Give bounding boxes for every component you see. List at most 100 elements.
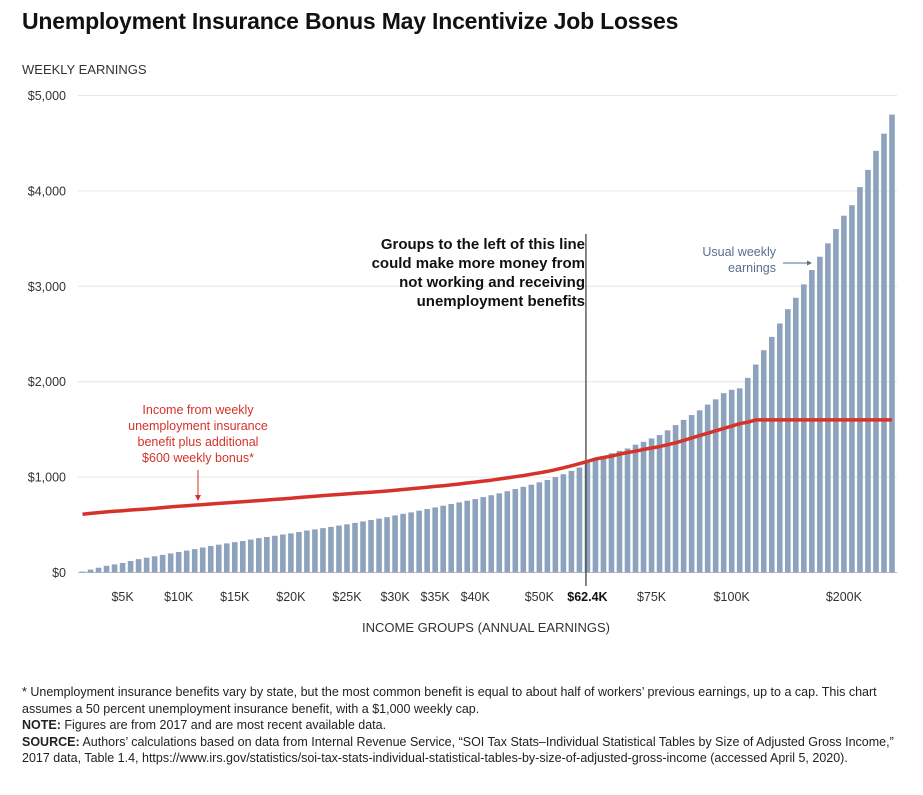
bar bbox=[744, 377, 751, 573]
threshold-annotation-line-3: not working and receiving bbox=[399, 274, 585, 291]
y-tick-label: $3,000 bbox=[28, 280, 66, 294]
bar bbox=[576, 467, 583, 573]
bar bbox=[528, 484, 535, 573]
bar bbox=[111, 564, 118, 573]
red-line-annotation-line-3: benefit plus additional bbox=[138, 435, 259, 449]
bar bbox=[215, 544, 222, 573]
bar bbox=[841, 215, 847, 573]
bar bbox=[857, 187, 863, 573]
bar bbox=[817, 256, 823, 573]
bars-annotation: Usual weekly earnings bbox=[702, 245, 812, 275]
bar bbox=[424, 509, 430, 573]
bar bbox=[544, 479, 551, 573]
bar bbox=[103, 565, 110, 573]
x-tick-label: $40K bbox=[461, 590, 491, 604]
bar bbox=[568, 470, 575, 573]
bar bbox=[384, 517, 390, 573]
bar bbox=[592, 458, 599, 573]
gridlines bbox=[78, 95, 897, 573]
bar bbox=[368, 520, 374, 573]
bar bbox=[504, 491, 511, 573]
bar bbox=[768, 336, 775, 573]
red-line-annotation: Income from weekly unemployment insuranc… bbox=[128, 403, 268, 501]
bar bbox=[728, 389, 735, 573]
bar bbox=[608, 453, 615, 573]
y-tick-label: $5,000 bbox=[28, 89, 66, 103]
x-tick-label: $10K bbox=[164, 590, 194, 604]
x-tick-label: $20K bbox=[276, 590, 306, 604]
bar bbox=[704, 404, 711, 573]
source-text: Authors’ calculations based on data from… bbox=[22, 734, 894, 766]
note-text: Figures are from 2017 and are most recen… bbox=[60, 718, 387, 732]
bar bbox=[199, 547, 206, 573]
bar bbox=[231, 542, 238, 573]
bar bbox=[536, 482, 543, 573]
x-axis-ticks: $5K $10K $15K $20K $25K $30K $35K $40K $50K $62.4… bbox=[111, 590, 862, 604]
x-tick-label: $35K bbox=[421, 590, 451, 604]
bar bbox=[600, 456, 607, 573]
bar bbox=[785, 309, 791, 573]
bar bbox=[512, 489, 519, 573]
bar bbox=[873, 150, 879, 573]
bar bbox=[336, 525, 342, 573]
note-label: NOTE: bbox=[22, 718, 61, 732]
source-label: SOURCE: bbox=[22, 734, 80, 749]
bar bbox=[616, 450, 623, 573]
bar bbox=[720, 393, 727, 573]
bar bbox=[135, 559, 142, 573]
bar bbox=[656, 435, 663, 573]
x-tick-label: $50K bbox=[525, 590, 555, 604]
y-tick-label: $2,000 bbox=[28, 375, 66, 389]
bar bbox=[392, 515, 398, 573]
bar bbox=[680, 419, 687, 573]
bar bbox=[624, 448, 631, 573]
bar bbox=[889, 114, 895, 573]
x-tick-label: $25K bbox=[332, 590, 362, 604]
bar bbox=[752, 364, 759, 573]
bar bbox=[239, 541, 246, 573]
bar bbox=[480, 497, 487, 573]
bar bbox=[833, 229, 839, 573]
bar bbox=[143, 557, 150, 573]
bar bbox=[400, 513, 406, 573]
bar bbox=[776, 323, 783, 573]
ui-benefit-line bbox=[82, 418, 892, 517]
bar bbox=[496, 493, 503, 573]
bar bbox=[167, 553, 174, 573]
bar bbox=[488, 495, 495, 573]
red-annotation-arrowhead-icon bbox=[195, 495, 201, 501]
bar bbox=[696, 410, 703, 573]
bars-annotation-line-2: earnings bbox=[728, 261, 776, 275]
bar bbox=[648, 438, 655, 573]
bar bbox=[248, 539, 254, 573]
bars-annotation-line-1: Usual weekly bbox=[702, 245, 776, 259]
x-axis-title: INCOME GROUPS (ANNUAL EARNINGS) bbox=[362, 620, 610, 635]
bar bbox=[376, 518, 382, 573]
bar bbox=[264, 537, 270, 573]
bar bbox=[191, 549, 198, 573]
bar bbox=[760, 350, 767, 573]
bar bbox=[688, 415, 695, 573]
red-line-annotation-line-1: Income from weekly bbox=[142, 403, 254, 417]
bar bbox=[432, 507, 438, 573]
x-tick-label: $15K bbox=[220, 590, 250, 604]
red-line-annotation-line-2: unemployment insurance bbox=[128, 419, 268, 433]
bar bbox=[472, 499, 479, 573]
bar bbox=[793, 297, 799, 573]
x-tick-label: $5K bbox=[111, 590, 134, 604]
chart-title: Unemployment Insurance Bonus May Incenti… bbox=[22, 8, 679, 34]
bar bbox=[416, 510, 422, 573]
bar bbox=[207, 545, 214, 573]
bar bbox=[223, 543, 230, 573]
bar bbox=[456, 502, 462, 573]
footnote-note: NOTE: Figures are from 2017 and are most… bbox=[22, 717, 912, 734]
bar bbox=[280, 534, 286, 573]
bar bbox=[151, 556, 158, 573]
threshold-annotation-line-1: Groups to the left of this line bbox=[381, 236, 585, 253]
bar bbox=[712, 399, 719, 573]
bar bbox=[256, 538, 262, 573]
bar bbox=[881, 133, 887, 573]
bar bbox=[175, 551, 182, 573]
bar bbox=[520, 486, 527, 573]
bar bbox=[440, 505, 446, 573]
